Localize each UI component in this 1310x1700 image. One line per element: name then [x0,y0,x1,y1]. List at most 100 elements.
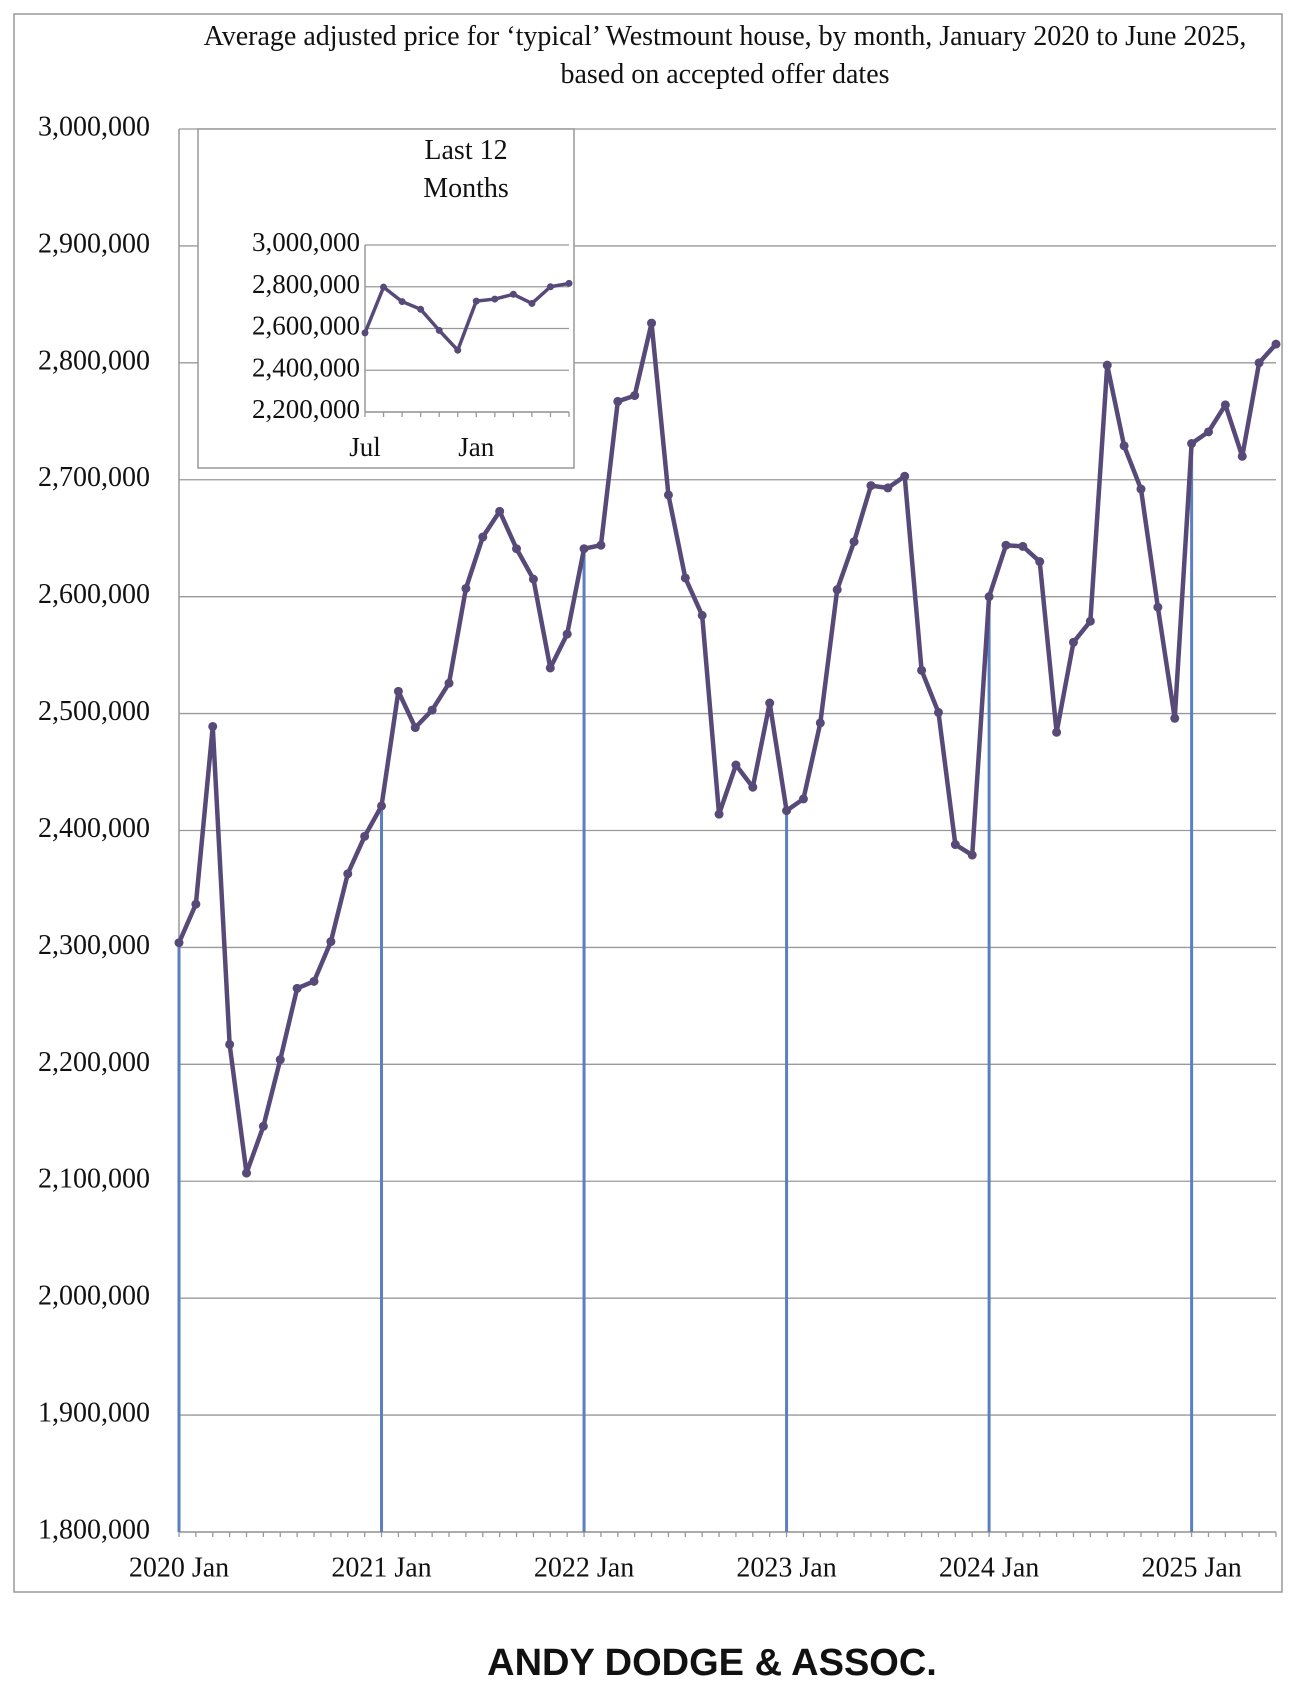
data-point [361,329,369,337]
data-point [1119,441,1129,451]
y-tick-label: 2,200,000 [252,394,360,424]
data-point [562,629,572,639]
data-point [208,721,218,731]
data-point [546,283,554,291]
data-point [697,610,707,620]
data-point [1068,637,1078,647]
data-point [435,326,443,334]
data-point [596,540,606,550]
y-tick-label: 2,800,000 [252,269,360,299]
y-tick-label: 3,000,000 [252,227,360,257]
x-tick-label: 2023 Jan [736,1552,836,1583]
data-point [242,1168,252,1178]
data-point [613,396,623,406]
data-point [917,665,927,675]
data-point [579,544,589,554]
data-point [782,806,792,816]
data-point [275,1055,285,1065]
data-point [933,707,943,717]
data-point [495,506,505,516]
y-tick-label: 2,200,000 [38,1047,150,1078]
y-tick-label: 2,700,000 [38,462,150,493]
data-point [528,574,538,584]
data-point [967,850,977,860]
x-tick-label: 2024 Jan [939,1552,1039,1583]
data-point [512,544,522,554]
data-point [326,937,336,947]
data-point [393,686,403,696]
data-point [748,782,758,792]
y-tick-label: 2,900,000 [38,228,150,259]
y-tick-label: 2,400,000 [252,352,360,382]
data-point [984,592,994,602]
data-point [461,583,471,593]
x-tick-label: 2021 Jan [331,1552,431,1583]
data-point [225,1039,235,1049]
data-point [1170,713,1180,723]
data-point [427,705,437,715]
data-point [866,481,876,491]
data-point [528,299,536,307]
data-point [491,295,499,303]
data-point [1271,339,1281,349]
data-point [1035,557,1045,567]
inset-title: Last 12 Months [423,135,509,204]
series-line [176,320,1278,1176]
data-point [832,585,842,595]
data-point [630,391,640,401]
data-point [410,723,420,733]
data-point [258,1121,268,1131]
data-point [292,983,302,993]
data-point [1153,602,1163,612]
chart-border [13,13,1283,1593]
data-point [1136,484,1146,494]
x-tick-label: 2020 Jan [129,1552,229,1583]
data-point [377,801,387,811]
data-point [174,938,184,948]
y-tick-label: 3,000,000 [38,111,150,142]
data-point [454,346,462,354]
y-tick-label: 2,600,000 [38,579,150,610]
y-tick-label: 2,800,000 [38,345,150,376]
data-point [798,794,808,804]
series-line [363,281,570,352]
data-point [444,678,454,688]
data-point [680,573,690,583]
chart-title: Average adjusted price for ‘typical’ Wes… [203,21,1247,90]
x-tick-label: 2025 Jan [1141,1552,1241,1583]
data-point [478,532,488,542]
data-point [1018,541,1028,551]
x-tick-label: 2022 Jan [534,1552,634,1583]
data-point [191,899,201,909]
data-point [1085,616,1095,626]
data-point [849,537,859,547]
data-point [545,663,555,673]
data-point [1001,540,1011,550]
data-point [380,283,388,291]
data-point [1220,400,1230,410]
data-point [900,471,910,481]
data-point [1254,358,1264,368]
data-point [509,290,517,298]
data-point [1102,360,1112,370]
data-point [883,483,893,493]
data-point [360,831,370,841]
data-point [417,305,425,313]
y-tick-label: 2,500,000 [38,696,150,727]
y-tick-label: 1,900,000 [38,1398,150,1429]
data-point [1052,727,1062,737]
data-point [1187,439,1197,449]
y-tick-label: 2,600,000 [252,311,360,341]
data-point [309,976,319,986]
footer: ANDY DODGE & ASSOC. [487,1642,937,1684]
y-tick-label: 1,800,000 [38,1514,150,1545]
data-point [663,490,673,500]
data-point [647,318,657,328]
y-tick-label: 2,300,000 [38,930,150,961]
data-point [765,698,775,708]
data-point [731,760,741,770]
data-point [1203,427,1213,437]
y-tick-label: 2,100,000 [38,1164,150,1195]
